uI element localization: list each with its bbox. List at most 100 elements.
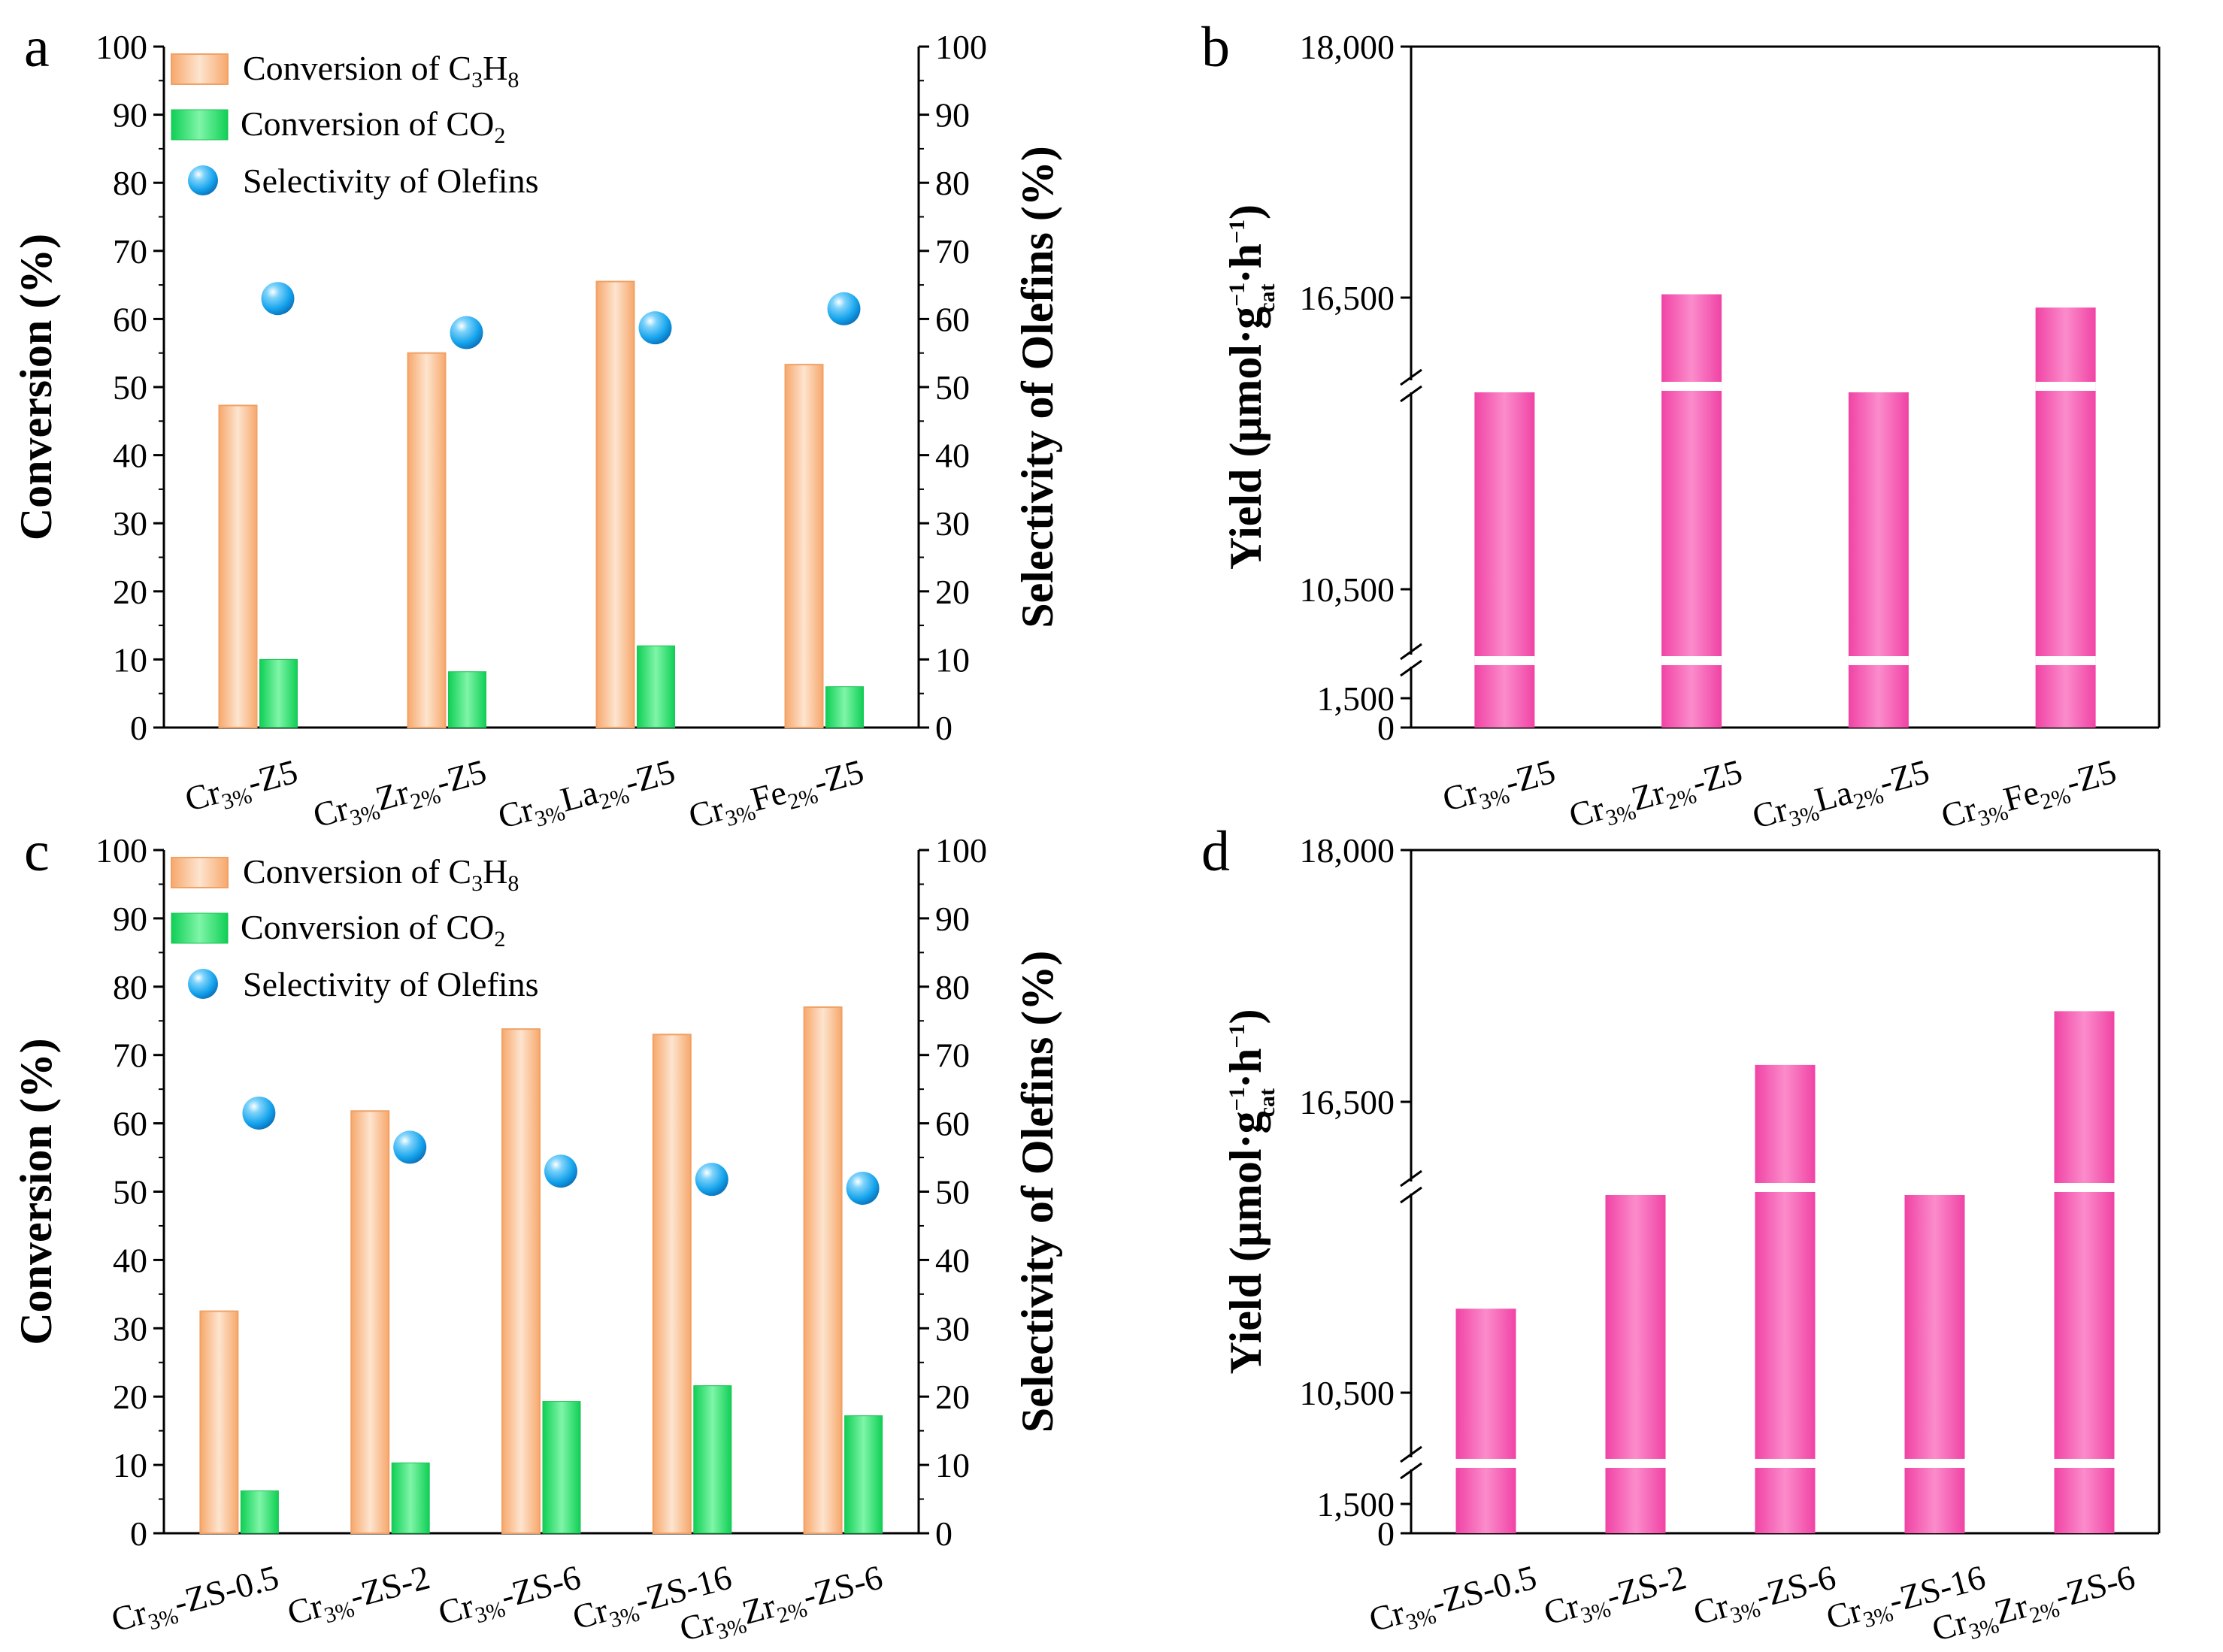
category-label: Cr3%Fe2%-Z5 [685,752,869,840]
y-axis-title: Conversion (%) [11,234,61,540]
left-tick-label: 40 [113,1241,147,1279]
left-tick-label: 80 [113,164,147,202]
panel-label-a: a [24,16,50,79]
category-label: Cr3%Zr2%-Z5 [1565,752,1748,840]
axis-break-mark [1400,659,1422,677]
legend-swatch-c3h8 [171,53,229,85]
category-label: Cr3%Zr2%-Z5 [309,752,492,840]
y-axis-title: Conversion (%) [11,1038,61,1345]
left-tick-label: 70 [113,232,147,271]
category-label: Cr3%-ZS-2 [1540,1557,1691,1637]
category-label: Cr3%La2%-Z5 [494,752,680,840]
yield-bar [1605,1195,1666,1533]
axis-break-mark [1400,1169,1422,1188]
right-tick-label: 70 [935,232,970,271]
c3h8-bar [652,1033,692,1535]
right-tick-label: 0 [935,709,952,747]
yield-bar-break [2035,656,2096,665]
yield-bar-break [1661,382,1722,391]
panel-a-chart: 0 0 10 10 20 20 30 30 40 40 50 50 60 60 70 70 80 80 90 90 10… [11,28,1062,840]
category-label: Cr3%Fe2%-Z5 [1937,752,2122,840]
left-tick-label: 60 [113,1105,147,1143]
left-tick-label: 100 [95,28,147,66]
legend-swatch-co2 [171,912,229,944]
left-tick-label: 0 [130,1514,147,1553]
axis-break-mark [1400,385,1422,403]
panel-label-c: c [24,820,50,883]
legend-label-co2: Conversion of CO2 [241,104,505,148]
panel-label-b: b [1201,16,1230,79]
y-tick-label: 18,000 [1300,831,1395,870]
yield-bar-break [2054,1183,2115,1192]
axis-break-mark [1400,1186,1422,1204]
right-tick-label: 50 [935,368,970,407]
co2-bar [240,1490,279,1534]
left-tick-label: 90 [113,900,147,938]
yield-bar [1904,1195,1965,1533]
olefin-point [242,1096,276,1130]
legend-swatch-olefins [188,969,218,999]
co2-bar [693,1385,732,1534]
y2-axis-title: Selectivity of Olefins (%) [1013,146,1062,628]
yield-bar [1661,294,1722,728]
yield-bar [1755,1064,1816,1533]
y-tick-label: 16,500 [1300,279,1395,317]
legend-swatch-olefins [188,165,218,195]
right-tick-label: 100 [935,831,987,870]
y-tick-label: 10,500 [1300,570,1395,609]
co2-bar [825,686,864,728]
y-axis-title: Yield (μmol·g−1 cat·h−1) [1221,1009,1280,1374]
category-label: Cr3%-Z5 [1439,752,1561,823]
left-tick-label: 100 [95,831,147,870]
category-label: Cr3%La2%-Z5 [1749,752,1935,840]
olefin-point [450,316,483,349]
category-label: Cr3%-ZS-6 [1689,1557,1841,1637]
legend-label-c3h8: Conversion of C3H8 [243,49,519,92]
right-tick-label: 90 [935,900,970,938]
left-tick-label: 40 [113,437,147,475]
olefin-point [544,1154,577,1188]
co2-bar [637,645,675,728]
yield-bar-break [1904,1459,1965,1468]
y-tick-label: 0 [1377,709,1395,747]
left-tick-label: 20 [113,573,147,611]
right-tick-label: 90 [935,96,970,135]
yield-bar [2054,1011,2115,1533]
right-tick-label: 50 [935,1173,970,1212]
legend-label-olefins: Selectivity of Olefins [243,965,538,1003]
yield-bar [1848,392,1909,728]
c3h8-bar [803,1006,843,1534]
c3h8-bar [350,1110,390,1535]
c3h8-bar [595,280,635,728]
panel-c-chart: 0 0 10 10 20 20 30 30 40 40 50 50 60 60 70 70 80 80 90 90 10… [11,831,1062,1648]
y-tick-label: 1,500 [1317,1485,1395,1523]
legend-swatch-c3h8 [171,857,229,888]
legend-label-olefins: Selectivity of Olefins [243,162,538,200]
right-tick-label: 80 [935,164,970,202]
panel-label-d: d [1201,820,1230,883]
y2-axis-title: Selectivity of Olefins (%) [1013,951,1062,1433]
c3h8-bar [407,352,447,728]
left-tick-label: 50 [113,368,147,407]
left-tick-label: 80 [113,968,147,1006]
c3h8-bar [218,404,258,728]
right-tick-label: 0 [935,1514,952,1553]
left-tick-label: 50 [113,1173,147,1212]
c3h8-bar [199,1310,239,1534]
left-tick-label: 0 [130,709,147,747]
y-axis-title: Yield (μmol·g−1 cat·h−1) [1221,204,1280,570]
right-tick-label: 10 [935,640,970,679]
right-tick-label: 60 [935,300,970,338]
axis-break-mark [1400,1462,1422,1480]
right-tick-label: 30 [935,1309,970,1348]
olefin-point [695,1163,728,1197]
axis-break-mark [1400,1445,1422,1463]
yield-bar-break [1755,1183,1816,1192]
right-tick-label: 80 [935,968,970,1006]
right-tick-label: 30 [935,504,970,543]
y-tick-label: 18,000 [1300,28,1395,66]
left-tick-label: 20 [113,1378,147,1416]
right-tick-label: 70 [935,1036,970,1075]
right-tick-label: 20 [935,573,970,611]
